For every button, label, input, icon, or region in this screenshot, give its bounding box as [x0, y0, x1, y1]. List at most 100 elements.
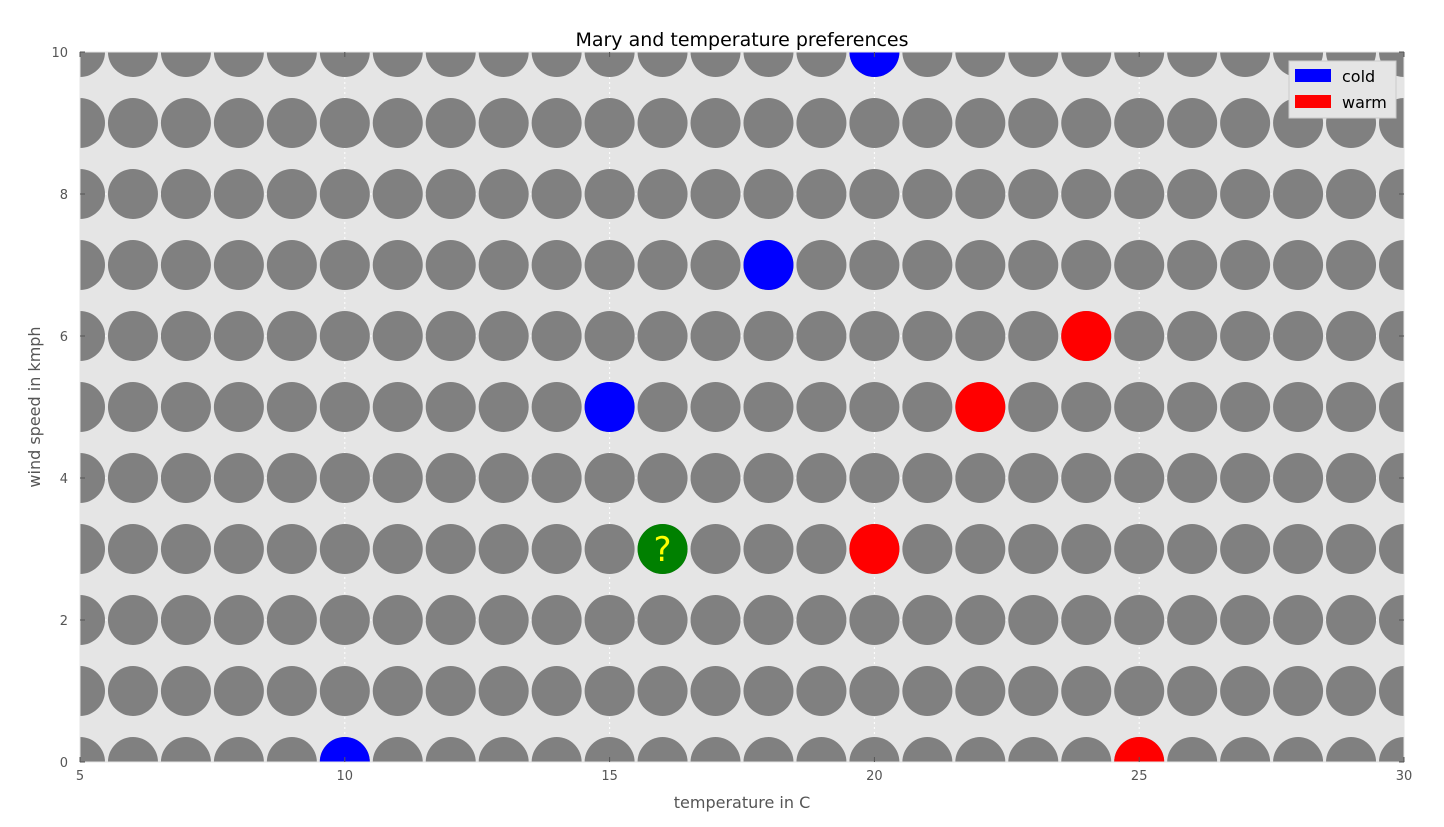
background-point — [638, 382, 688, 432]
background-point — [796, 666, 846, 716]
background-point — [1167, 453, 1217, 503]
background-point — [1326, 453, 1376, 503]
background-point — [955, 595, 1005, 645]
background-point — [1167, 666, 1217, 716]
background-point — [796, 311, 846, 361]
background-point — [796, 524, 846, 574]
background-point — [373, 666, 423, 716]
background-point — [320, 595, 370, 645]
background-point — [108, 98, 158, 148]
background-point — [1220, 169, 1270, 219]
x-tick-label: 10 — [337, 769, 354, 784]
background-point — [1167, 240, 1217, 290]
background-point — [1167, 169, 1217, 219]
background-point — [479, 666, 529, 716]
background-point — [532, 595, 582, 645]
background-point — [1114, 98, 1164, 148]
background-point — [955, 98, 1005, 148]
background-point — [426, 666, 476, 716]
background-point — [1220, 382, 1270, 432]
background-point — [161, 311, 211, 361]
background-point — [267, 453, 317, 503]
background-point — [161, 666, 211, 716]
x-tick-label: 5 — [76, 769, 84, 784]
background-point — [320, 169, 370, 219]
background-point — [267, 240, 317, 290]
background-point — [743, 595, 793, 645]
background-point — [1273, 666, 1323, 716]
background-point — [902, 240, 952, 290]
background-point — [1326, 595, 1376, 645]
background-point — [691, 169, 741, 219]
background-point — [955, 169, 1005, 219]
background-point — [638, 98, 688, 148]
background-point — [1114, 240, 1164, 290]
background-point — [1220, 98, 1270, 148]
background-point — [1008, 382, 1058, 432]
legend-swatch-warm — [1295, 95, 1331, 108]
background-point — [479, 524, 529, 574]
background-point — [691, 524, 741, 574]
background-point — [849, 595, 899, 645]
background-point — [849, 240, 899, 290]
y-tick-label: 0 — [60, 756, 68, 771]
background-point — [1008, 240, 1058, 290]
background-point — [902, 98, 952, 148]
background-point — [161, 595, 211, 645]
background-point — [691, 382, 741, 432]
background-point — [902, 666, 952, 716]
background-point — [1114, 524, 1164, 574]
background-point — [214, 666, 264, 716]
background-point — [1114, 595, 1164, 645]
background-point — [955, 240, 1005, 290]
x-tick-label: 30 — [1396, 769, 1413, 784]
background-point — [691, 453, 741, 503]
background-point — [743, 169, 793, 219]
background-point — [955, 453, 1005, 503]
background-point — [1167, 98, 1217, 148]
background-point — [585, 524, 635, 574]
background-point — [585, 169, 635, 219]
background-point — [1008, 98, 1058, 148]
background-point — [1273, 382, 1323, 432]
background-point — [743, 524, 793, 574]
y-tick-label: 10 — [51, 46, 68, 61]
background-point — [267, 311, 317, 361]
background-point — [1008, 666, 1058, 716]
background-point — [161, 98, 211, 148]
background-point — [796, 240, 846, 290]
background-point — [1114, 666, 1164, 716]
background-point — [1220, 524, 1270, 574]
x-tick-label: 15 — [601, 769, 618, 784]
background-point — [796, 453, 846, 503]
background-point — [638, 666, 688, 716]
background-point — [902, 382, 952, 432]
background-point — [1273, 524, 1323, 574]
background-point — [214, 311, 264, 361]
background-point — [320, 240, 370, 290]
background-point — [1220, 595, 1270, 645]
background-point — [849, 311, 899, 361]
background-point — [1326, 169, 1376, 219]
background-point — [320, 524, 370, 574]
background-point — [743, 382, 793, 432]
background-point — [1326, 382, 1376, 432]
background-point — [373, 98, 423, 148]
background-point — [955, 666, 1005, 716]
background-point — [1008, 311, 1058, 361]
background-point — [1273, 169, 1323, 219]
background-point — [1273, 595, 1323, 645]
background-point — [1008, 595, 1058, 645]
background-point — [108, 595, 158, 645]
background-point — [267, 169, 317, 219]
background-point — [373, 453, 423, 503]
background-point — [849, 169, 899, 219]
legend: cold warm — [1289, 61, 1396, 118]
background-point — [426, 311, 476, 361]
background-point — [479, 595, 529, 645]
background-point — [638, 169, 688, 219]
y-axis-label: wind speed in kmph — [25, 326, 44, 487]
background-point — [320, 382, 370, 432]
background-point — [585, 311, 635, 361]
background-point — [267, 382, 317, 432]
